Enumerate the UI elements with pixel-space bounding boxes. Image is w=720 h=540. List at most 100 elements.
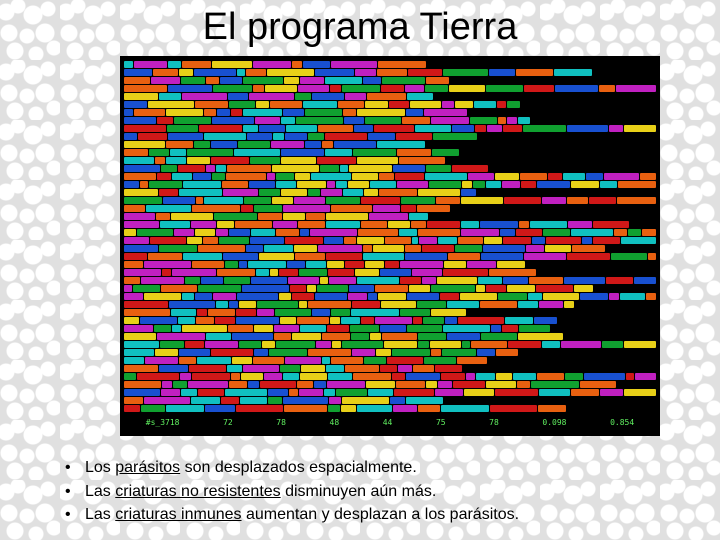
- tierra-segment: [447, 333, 480, 340]
- tierra-segment: [498, 117, 506, 124]
- tierra-segment: [289, 389, 298, 396]
- tierra-segment: [357, 277, 399, 284]
- tierra-segment: [326, 253, 362, 260]
- tierra-segment: [124, 141, 165, 148]
- tierra-segment: [345, 93, 367, 100]
- tierra-row: [124, 156, 656, 164]
- tierra-row: [124, 100, 656, 108]
- tierra-row: [124, 132, 656, 140]
- tierra-footer-value: 78: [276, 418, 286, 427]
- tierra-segment: [254, 349, 268, 356]
- tierra-segment: [486, 381, 516, 388]
- tierra-segment: [426, 165, 451, 172]
- tierra-segment: [242, 285, 289, 292]
- tierra-row: [124, 76, 656, 84]
- tierra-segment: [385, 237, 411, 244]
- tierra-segment: [279, 293, 291, 300]
- tierra-segment: [241, 373, 263, 380]
- tierra-segment: [357, 157, 398, 164]
- tierra-segment: [189, 365, 226, 372]
- tierra-row: [124, 300, 656, 308]
- tierra-segment: [197, 357, 231, 364]
- tierra-row: [124, 68, 656, 76]
- tierra-segment: [478, 277, 502, 284]
- tierra-segment: [124, 317, 139, 324]
- tierra-segment: [426, 381, 437, 388]
- tierra-segment: [316, 341, 331, 348]
- tierra-segment: [229, 381, 247, 388]
- tierra-segment: [336, 389, 368, 396]
- tierra-segment: [352, 349, 375, 356]
- tierra-segment: [458, 237, 483, 244]
- tierra-segment: [124, 213, 155, 220]
- tierra-segment: [141, 277, 184, 284]
- tierra-row: [124, 124, 656, 132]
- tierra-segment: [206, 77, 220, 84]
- tierra-segment: [204, 109, 216, 116]
- tierra-segment: [193, 173, 211, 180]
- tierra-segment: [357, 405, 392, 412]
- tierra-segment: [331, 357, 363, 364]
- tierra-segment: [217, 221, 234, 228]
- tierra-segment: [124, 165, 160, 172]
- tierra-segment: [530, 221, 567, 228]
- tierra-row: [124, 204, 656, 212]
- tierra-segment: [487, 125, 503, 132]
- tierra-segment: [341, 405, 356, 412]
- tierra-segment: [375, 285, 409, 292]
- tierra-segment: [229, 301, 238, 308]
- tierra-segment: [195, 293, 211, 300]
- tierra-segment: [124, 293, 143, 300]
- tierra-segment: [507, 285, 535, 292]
- tierra-segment: [609, 293, 619, 300]
- tierra-segment: [429, 181, 461, 188]
- tierra-segment: [195, 101, 228, 108]
- tierra-segment: [326, 197, 360, 204]
- tierra-segment: [285, 357, 320, 364]
- tierra-segment: [187, 149, 233, 156]
- tierra-segment: [349, 285, 374, 292]
- tierra-segment: [455, 101, 473, 108]
- tierra-footer-value: #s_3718: [146, 418, 180, 427]
- tierra-row: [124, 276, 656, 284]
- tierra-segment: [452, 165, 488, 172]
- tierra-segment: [221, 397, 239, 404]
- tierra-segment: [405, 245, 421, 252]
- tierra-segment: [526, 245, 545, 252]
- tierra-segment: [124, 189, 158, 196]
- tierra-segment: [174, 229, 193, 236]
- tierra-row: [124, 324, 656, 332]
- tierra-segment: [246, 245, 263, 252]
- tierra-segment: [440, 293, 459, 300]
- tierra-segment: [227, 165, 271, 172]
- tierra-segment: [324, 389, 335, 396]
- tierra-segment: [344, 117, 364, 124]
- tierra-segment: [297, 381, 313, 388]
- tierra-segment: [273, 221, 297, 228]
- tierra-segment: [299, 389, 323, 396]
- tierra-segment: [248, 261, 286, 268]
- breadcrumb: EVOLUCIÓN > Tierra: [0, 353, 2, 530]
- tierra-segment: [306, 261, 326, 268]
- tierra-segment: [567, 253, 610, 260]
- tierra-segment: [521, 181, 536, 188]
- tierra-segment: [166, 157, 186, 164]
- tierra-segment: [455, 245, 482, 252]
- tierra-segment: [475, 125, 486, 132]
- tierra-segment: [379, 189, 417, 196]
- tierra-segment: [489, 69, 515, 76]
- tierra-segment: [204, 197, 243, 204]
- tierra-segment: [124, 285, 132, 292]
- tierra-segment: [368, 389, 393, 396]
- tierra-segment: [368, 293, 377, 300]
- tierra-segment: [322, 357, 330, 364]
- tierra-segment: [634, 277, 656, 284]
- tierra-segment: [264, 373, 282, 380]
- tierra-segment: [149, 149, 168, 156]
- tierra-segment: [303, 61, 329, 68]
- tierra-segment: [513, 373, 536, 380]
- tierra-segment: [539, 389, 570, 396]
- tierra-segment: [315, 69, 354, 76]
- tierra-segment: [171, 213, 213, 220]
- tierra-segment: [292, 333, 321, 340]
